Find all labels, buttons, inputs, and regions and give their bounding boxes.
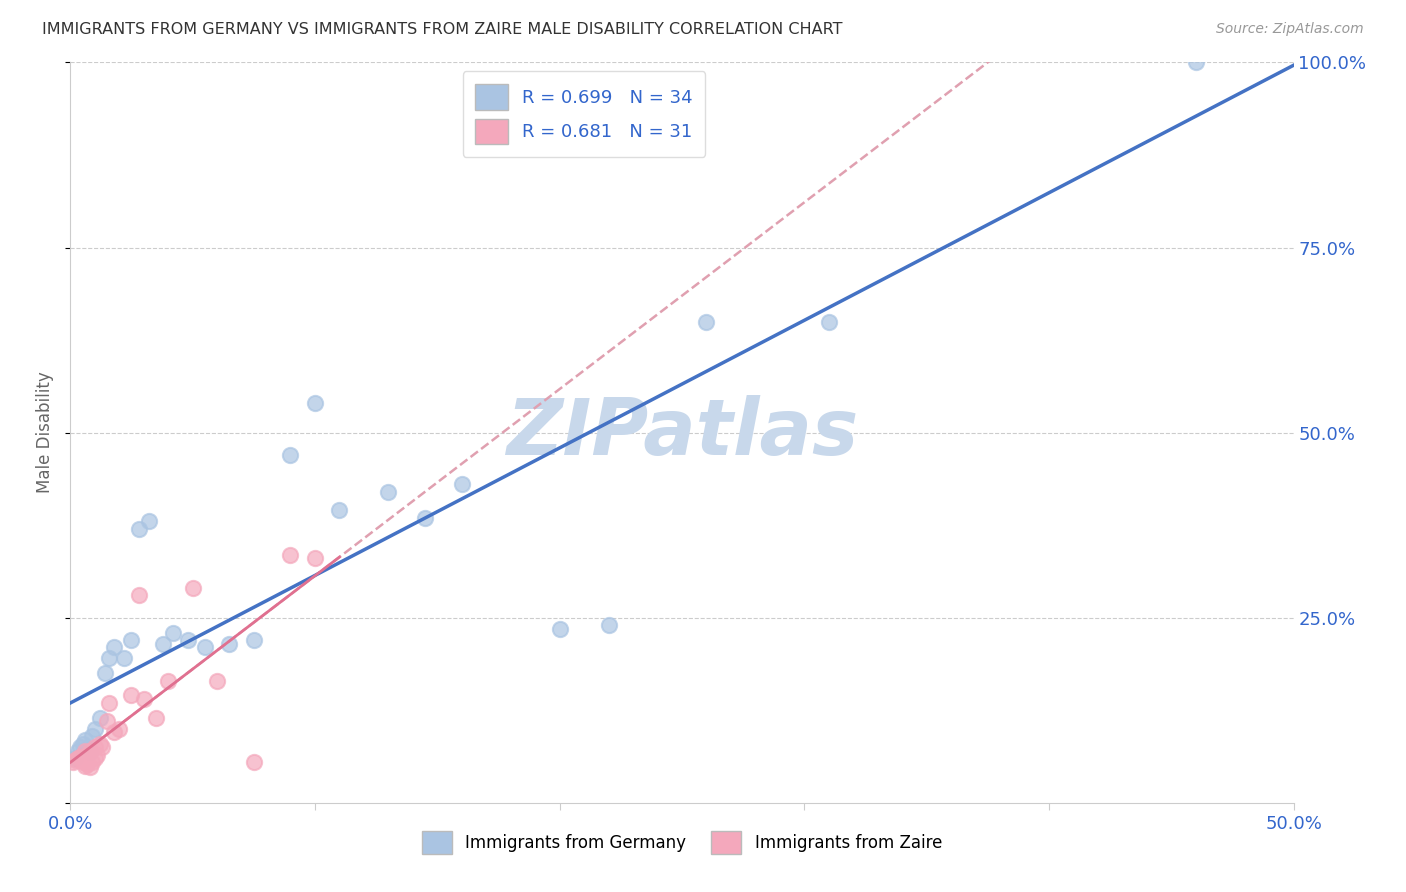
Point — [82, 729, 104, 743]
Point — [86, 747, 108, 762]
Point — [93, 666, 115, 681]
Point — [98, 651, 121, 665]
Point — [304, 396, 326, 410]
Point — [76, 747, 98, 762]
Point — [89, 711, 111, 725]
Point — [1184, 55, 1206, 70]
Point — [73, 744, 96, 758]
Point — [96, 714, 118, 729]
Y-axis label: Male Disability: Male Disability — [37, 372, 55, 493]
Text: Source: ZipAtlas.com: Source: ZipAtlas.com — [1216, 22, 1364, 37]
Point — [218, 637, 240, 651]
Point — [413, 510, 436, 524]
Point — [145, 711, 167, 725]
Point — [121, 632, 143, 647]
Point — [450, 477, 472, 491]
Point — [177, 632, 200, 647]
Point — [598, 618, 620, 632]
Point — [103, 725, 125, 739]
Point — [66, 744, 89, 758]
Point — [121, 689, 143, 703]
Point — [66, 751, 89, 765]
Point — [194, 640, 217, 655]
Point — [128, 589, 150, 603]
Point — [63, 753, 86, 767]
Point — [82, 755, 104, 769]
Point — [83, 751, 105, 765]
Point — [128, 522, 150, 536]
Text: IMMIGRANTS FROM GERMANY VS IMMIGRANTS FROM ZAIRE MALE DISABILITY CORRELATION CHA: IMMIGRANTS FROM GERMANY VS IMMIGRANTS FR… — [42, 22, 842, 37]
Point — [377, 484, 399, 499]
Point — [98, 696, 121, 710]
Point — [73, 732, 96, 747]
Point — [103, 640, 125, 655]
Point — [548, 622, 571, 636]
Point — [76, 742, 98, 756]
Text: ZIPatlas: ZIPatlas — [506, 394, 858, 471]
Legend: Immigrants from Germany, Immigrants from Zaire: Immigrants from Germany, Immigrants from… — [415, 824, 949, 861]
Point — [280, 448, 302, 462]
Point — [181, 581, 204, 595]
Point — [157, 673, 180, 688]
Point — [328, 503, 350, 517]
Point — [76, 757, 98, 772]
Point — [63, 751, 86, 765]
Point — [73, 758, 96, 772]
Point — [72, 755, 94, 769]
Point — [152, 637, 174, 651]
Point — [243, 632, 266, 647]
Point — [89, 737, 111, 751]
Point — [132, 692, 155, 706]
Point — [79, 746, 101, 760]
Point — [69, 740, 91, 755]
Point — [108, 722, 131, 736]
Point — [112, 651, 135, 665]
Point — [83, 722, 105, 736]
Point — [817, 314, 839, 328]
Point — [72, 737, 94, 751]
Point — [62, 755, 84, 769]
Point — [695, 314, 717, 328]
Point — [83, 740, 105, 755]
Point — [91, 740, 114, 755]
Point — [280, 548, 302, 562]
Point — [69, 750, 91, 764]
Point — [79, 760, 101, 774]
Point — [79, 744, 101, 758]
Point — [304, 551, 326, 566]
Point — [205, 673, 228, 688]
Point — [138, 515, 160, 529]
Point — [243, 755, 266, 769]
Point — [162, 625, 184, 640]
